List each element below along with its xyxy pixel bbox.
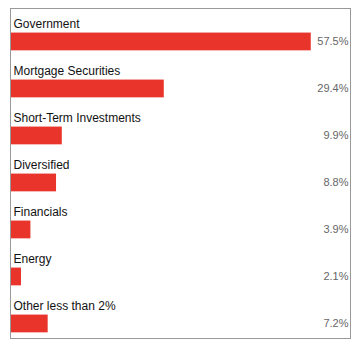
- svg-text:Government: Government: [14, 17, 81, 31]
- svg-text:Mortgage Securities: Mortgage Securities: [14, 64, 121, 78]
- svg-text:2.1%: 2.1%: [323, 270, 348, 282]
- svg-text:3.9%: 3.9%: [323, 223, 348, 235]
- svg-text:8.8%: 8.8%: [323, 176, 348, 188]
- svg-text:Energy: Energy: [14, 252, 52, 266]
- svg-text:7.2%: 7.2%: [323, 317, 348, 329]
- svg-text:Financials: Financials: [14, 205, 68, 219]
- svg-text:57.5%: 57.5%: [317, 35, 348, 47]
- svg-text:Short-Term Investments: Short-Term Investments: [14, 111, 141, 125]
- svg-text:Diversified: Diversified: [14, 158, 70, 172]
- svg-text:29.4%: 29.4%: [317, 82, 348, 94]
- svg-text:9.9%: 9.9%: [323, 129, 348, 141]
- svg-text:Other less than 2%: Other less than 2%: [14, 299, 116, 313]
